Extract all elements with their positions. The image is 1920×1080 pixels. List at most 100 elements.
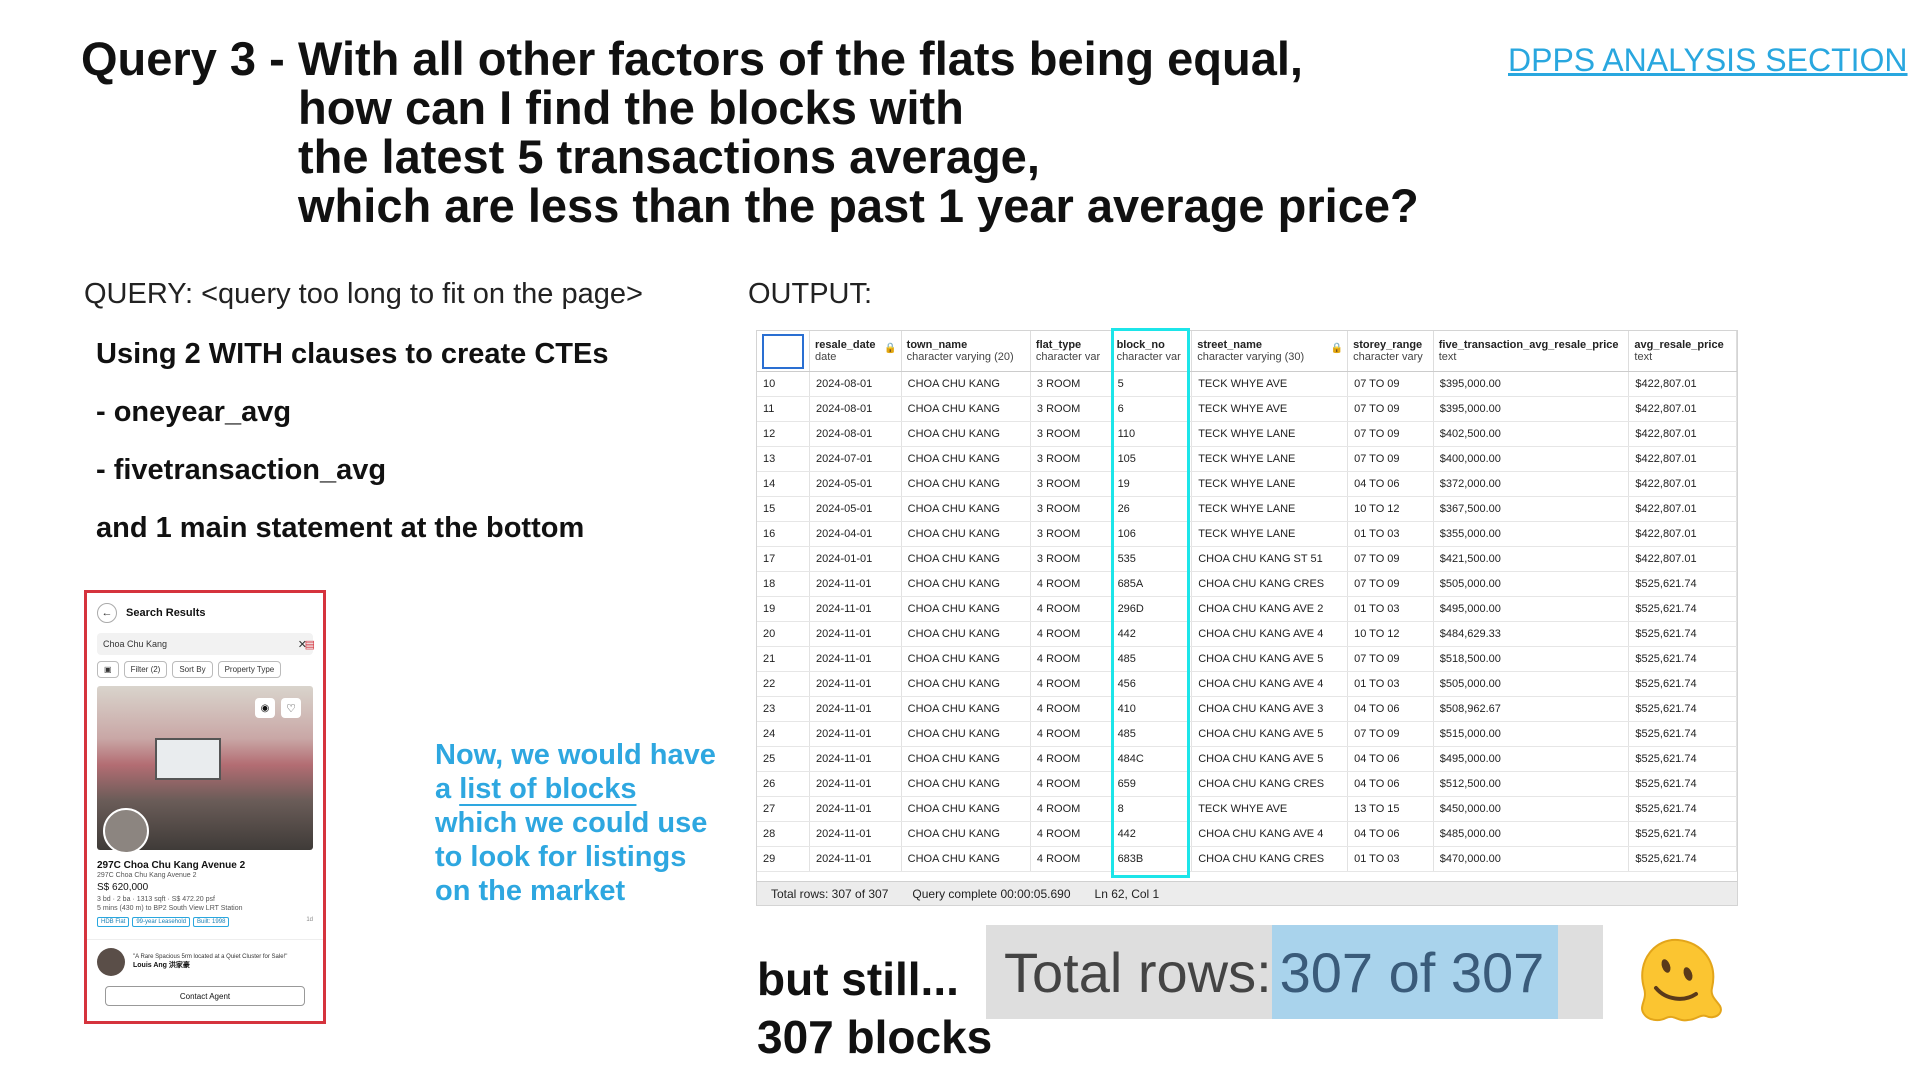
heart-icon[interactable]: ♡	[281, 698, 301, 718]
table-cell[interactable]: 01 TO 03	[1347, 846, 1434, 872]
column-header-flat-type[interactable]: flat_type character var	[1030, 331, 1112, 372]
contact-agent-button[interactable]: Contact Agent	[105, 986, 305, 1006]
table-cell[interactable]: 456	[1111, 671, 1193, 697]
table-cell[interactable]: 3 ROOM	[1030, 471, 1112, 497]
table-cell[interactable]: TECK WHYE LANE	[1191, 421, 1349, 447]
table-cell[interactable]: 2024-08-01	[809, 421, 902, 447]
table-cell[interactable]: 2024-11-01	[809, 771, 902, 797]
table-cell[interactable]: CHOA CHU KANG	[901, 521, 1031, 547]
table-cell[interactable]: $525,621.74	[1628, 721, 1737, 747]
table-cell[interactable]: CHOA CHU KANG AVE 5	[1191, 746, 1349, 772]
row-number-cell[interactable]: 25	[757, 746, 810, 772]
table-cell[interactable]: 07 TO 09	[1347, 721, 1434, 747]
row-number-cell[interactable]: 19	[757, 596, 810, 622]
table-cell[interactable]: 105	[1111, 446, 1193, 472]
table-cell[interactable]: 442	[1111, 621, 1193, 647]
table-cell[interactable]: $422,807.01	[1628, 396, 1737, 422]
table-cell[interactable]: $525,621.74	[1628, 621, 1737, 647]
row-number-cell[interactable]: 27	[757, 796, 810, 822]
table-cell[interactable]: $508,962.67	[1433, 696, 1630, 722]
table-cell[interactable]: CHOA CHU KANG AVE 2	[1191, 596, 1349, 622]
table-cell[interactable]: $525,621.74	[1628, 596, 1737, 622]
column-header-town-name[interactable]: town_name character varying (20)	[901, 331, 1031, 372]
table-cell[interactable]: 01 TO 03	[1347, 671, 1434, 697]
table-cell[interactable]: 2024-05-01	[809, 496, 902, 522]
table-cell[interactable]: 07 TO 09	[1347, 546, 1434, 572]
table-cell[interactable]: 04 TO 06	[1347, 771, 1434, 797]
table-cell[interactable]: CHOA CHU KANG AVE 4	[1191, 821, 1349, 847]
row-number-cell[interactable]: 24	[757, 721, 810, 747]
table-cell[interactable]: CHOA CHU KANG CRES	[1191, 571, 1349, 597]
table-cell[interactable]: 2024-04-01	[809, 521, 902, 547]
table-cell[interactable]: TECK WHYE AVE	[1191, 396, 1349, 422]
table-cell[interactable]: 2024-11-01	[809, 621, 902, 647]
table-cell[interactable]: 2024-11-01	[809, 746, 902, 772]
row-number-cell[interactable]: 29	[757, 846, 810, 872]
table-row[interactable]: 22 2024-11-01 CHOA CHU KANG 4 ROOM 456 CHOA C…	[757, 671, 1737, 697]
table-cell[interactable]: 110	[1111, 421, 1193, 447]
table-row[interactable]: 28 2024-11-01 CHOA CHU KANG 4 ROOM 442 CHOA C…	[757, 821, 1737, 847]
table-cell[interactable]: 3 ROOM	[1030, 546, 1112, 572]
table-cell[interactable]: 4 ROOM	[1030, 696, 1112, 722]
row-number-cell[interactable]: 12	[757, 421, 810, 447]
table-cell[interactable]: 4 ROOM	[1030, 721, 1112, 747]
listing-photo[interactable]: ◉ ♡	[97, 686, 313, 854]
row-number-cell[interactable]: 13	[757, 446, 810, 472]
table-row[interactable]: 18 2024-11-01 CHOA CHU KANG 4 ROOM 685A CHOA …	[757, 571, 1737, 597]
table-cell[interactable]: $402,500.00	[1433, 421, 1630, 447]
column-header-avg-resale-price[interactable]: avg_resale_price text	[1628, 331, 1737, 372]
table-cell[interactable]: 2024-11-01	[809, 571, 902, 597]
table-cell[interactable]: 296D	[1111, 596, 1193, 622]
table-cell[interactable]: TECK WHYE LANE	[1191, 521, 1349, 547]
table-cell[interactable]: $495,000.00	[1433, 746, 1630, 772]
table-cell[interactable]: 07 TO 09	[1347, 446, 1434, 472]
table-cell[interactable]: $495,000.00	[1433, 596, 1630, 622]
table-row[interactable]: 26 2024-11-01 CHOA CHU KANG 4 ROOM 659 CHOA C…	[757, 771, 1737, 797]
table-row[interactable]: 17 2024-01-01 CHOA CHU KANG 3 ROOM 535 CHOA C…	[757, 546, 1737, 572]
table-cell[interactable]: 4 ROOM	[1030, 646, 1112, 672]
table-cell[interactable]: 3 ROOM	[1030, 521, 1112, 547]
table-row[interactable]: 11 2024-08-01 CHOA CHU KANG 3 ROOM 6 TECK WHY…	[757, 396, 1737, 422]
table-cell[interactable]: 3 ROOM	[1030, 446, 1112, 472]
table-cell[interactable]: $372,000.00	[1433, 471, 1630, 497]
table-cell[interactable]: $505,000.00	[1433, 571, 1630, 597]
table-cell[interactable]: $484,629.33	[1433, 621, 1630, 647]
table-row[interactable]: 10 2024-08-01 CHOA CHU KANG 3 ROOM 5 TECK WHY…	[757, 371, 1737, 397]
row-number-cell[interactable]: 10	[757, 371, 810, 397]
table-cell[interactable]: 04 TO 06	[1347, 471, 1434, 497]
table-cell[interactable]: TECK WHYE LANE	[1191, 471, 1349, 497]
table-row[interactable]: 24 2024-11-01 CHOA CHU KANG 4 ROOM 485 CHOA C…	[757, 721, 1737, 747]
table-cell[interactable]: $421,500.00	[1433, 546, 1630, 572]
dpps-analysis-link[interactable]: DPPS ANALYSIS SECTION	[1508, 42, 1908, 78]
table-cell[interactable]: CHOA CHU KANG	[901, 821, 1031, 847]
table-cell[interactable]: $395,000.00	[1433, 371, 1630, 397]
table-cell[interactable]: 07 TO 09	[1347, 396, 1434, 422]
table-cell[interactable]: 2024-11-01	[809, 671, 902, 697]
table-cell[interactable]: $525,621.74	[1628, 571, 1737, 597]
table-cell[interactable]: 01 TO 03	[1347, 596, 1434, 622]
column-header-street-name[interactable]: street_name character varying (30) 🔒	[1191, 331, 1349, 372]
row-number-cell[interactable]: 26	[757, 771, 810, 797]
table-cell[interactable]: 4 ROOM	[1030, 571, 1112, 597]
table-cell[interactable]: CHOA CHU KANG AVE 3	[1191, 696, 1349, 722]
table-cell[interactable]: CHOA CHU KANG	[901, 396, 1031, 422]
table-cell[interactable]: 4 ROOM	[1030, 621, 1112, 647]
table-cell[interactable]: 2024-11-01	[809, 721, 902, 747]
table-cell[interactable]: 2024-11-01	[809, 846, 902, 872]
table-cell[interactable]: $450,000.00	[1433, 796, 1630, 822]
table-cell[interactable]: CHOA CHU KANG CRES	[1191, 771, 1349, 797]
table-cell[interactable]: TECK WHYE LANE	[1191, 446, 1349, 472]
table-cell[interactable]: TECK WHYE LANE	[1191, 496, 1349, 522]
table-cell[interactable]: CHOA CHU KANG	[901, 546, 1031, 572]
table-cell[interactable]: CHOA CHU KANG	[901, 796, 1031, 822]
table-cell[interactable]: CHOA CHU KANG	[901, 371, 1031, 397]
column-header-resale-date[interactable]: resale_date date 🔒	[809, 331, 902, 372]
table-cell[interactable]: CHOA CHU KANG	[901, 721, 1031, 747]
back-arrow-icon[interactable]: ←	[97, 603, 117, 623]
table-cell[interactable]: 535	[1111, 546, 1193, 572]
row-number-cell[interactable]: 28	[757, 821, 810, 847]
table-cell[interactable]: 4 ROOM	[1030, 771, 1112, 797]
table-cell[interactable]: 2024-11-01	[809, 696, 902, 722]
table-cell[interactable]: CHOA CHU KANG	[901, 446, 1031, 472]
row-number-cell[interactable]: 22	[757, 671, 810, 697]
